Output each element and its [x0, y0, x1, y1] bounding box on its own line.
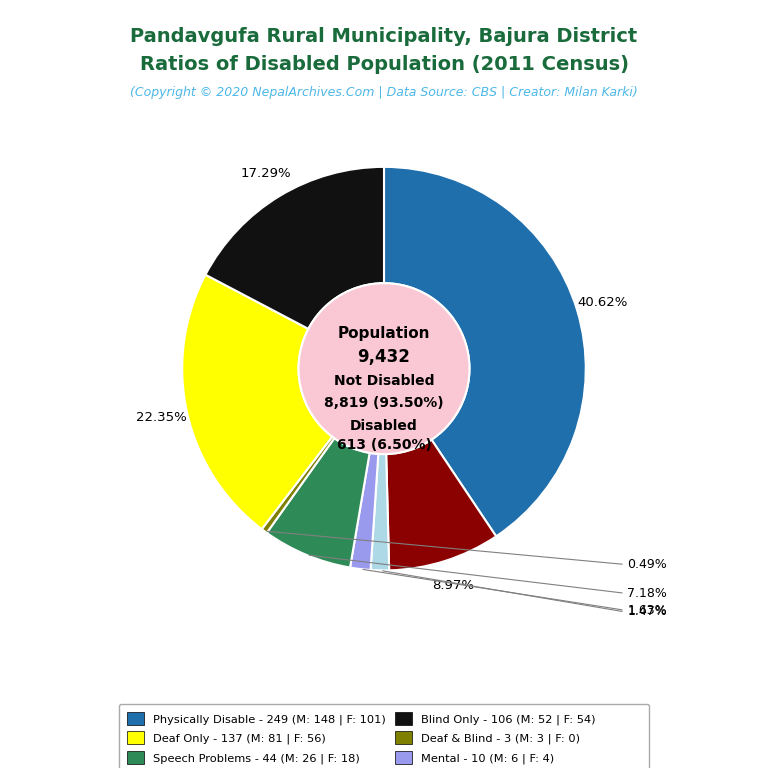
- Legend: Physically Disable - 249 (M: 148 | F: 101), Deaf Only - 137 (M: 81 | F: 56), Spe: Physically Disable - 249 (M: 148 | F: 10…: [118, 703, 650, 768]
- Text: 613 (6.50%): 613 (6.50%): [336, 438, 432, 452]
- Text: Ratios of Disabled Population (2011 Census): Ratios of Disabled Population (2011 Cens…: [140, 55, 628, 74]
- Text: 1.63%: 1.63%: [627, 604, 667, 617]
- Wedge shape: [350, 453, 379, 570]
- Text: 17.29%: 17.29%: [241, 167, 292, 180]
- Text: 7.18%: 7.18%: [627, 587, 667, 600]
- Text: 8.97%: 8.97%: [432, 579, 474, 592]
- Text: Pandavgufa Rural Municipality, Bajura District: Pandavgufa Rural Municipality, Bajura Di…: [131, 27, 637, 46]
- Text: 9,432: 9,432: [358, 348, 410, 366]
- Wedge shape: [205, 167, 384, 329]
- Text: (Copyright © 2020 NepalArchives.Com | Data Source: CBS | Creator: Milan Karki): (Copyright © 2020 NepalArchives.Com | Da…: [130, 86, 638, 99]
- Wedge shape: [182, 275, 333, 529]
- Text: Disabled: Disabled: [350, 419, 418, 432]
- Text: Not Disabled: Not Disabled: [334, 373, 434, 388]
- Wedge shape: [371, 454, 389, 571]
- Text: Population: Population: [338, 326, 430, 340]
- Text: 22.35%: 22.35%: [136, 412, 187, 425]
- Wedge shape: [384, 167, 586, 536]
- Text: 8,819 (93.50%): 8,819 (93.50%): [324, 396, 444, 410]
- Wedge shape: [386, 440, 496, 571]
- Text: 40.62%: 40.62%: [577, 296, 627, 309]
- Text: 1.47%: 1.47%: [627, 605, 667, 618]
- Wedge shape: [266, 439, 369, 568]
- Circle shape: [299, 283, 469, 454]
- Text: 0.49%: 0.49%: [627, 558, 667, 571]
- Wedge shape: [262, 437, 334, 533]
